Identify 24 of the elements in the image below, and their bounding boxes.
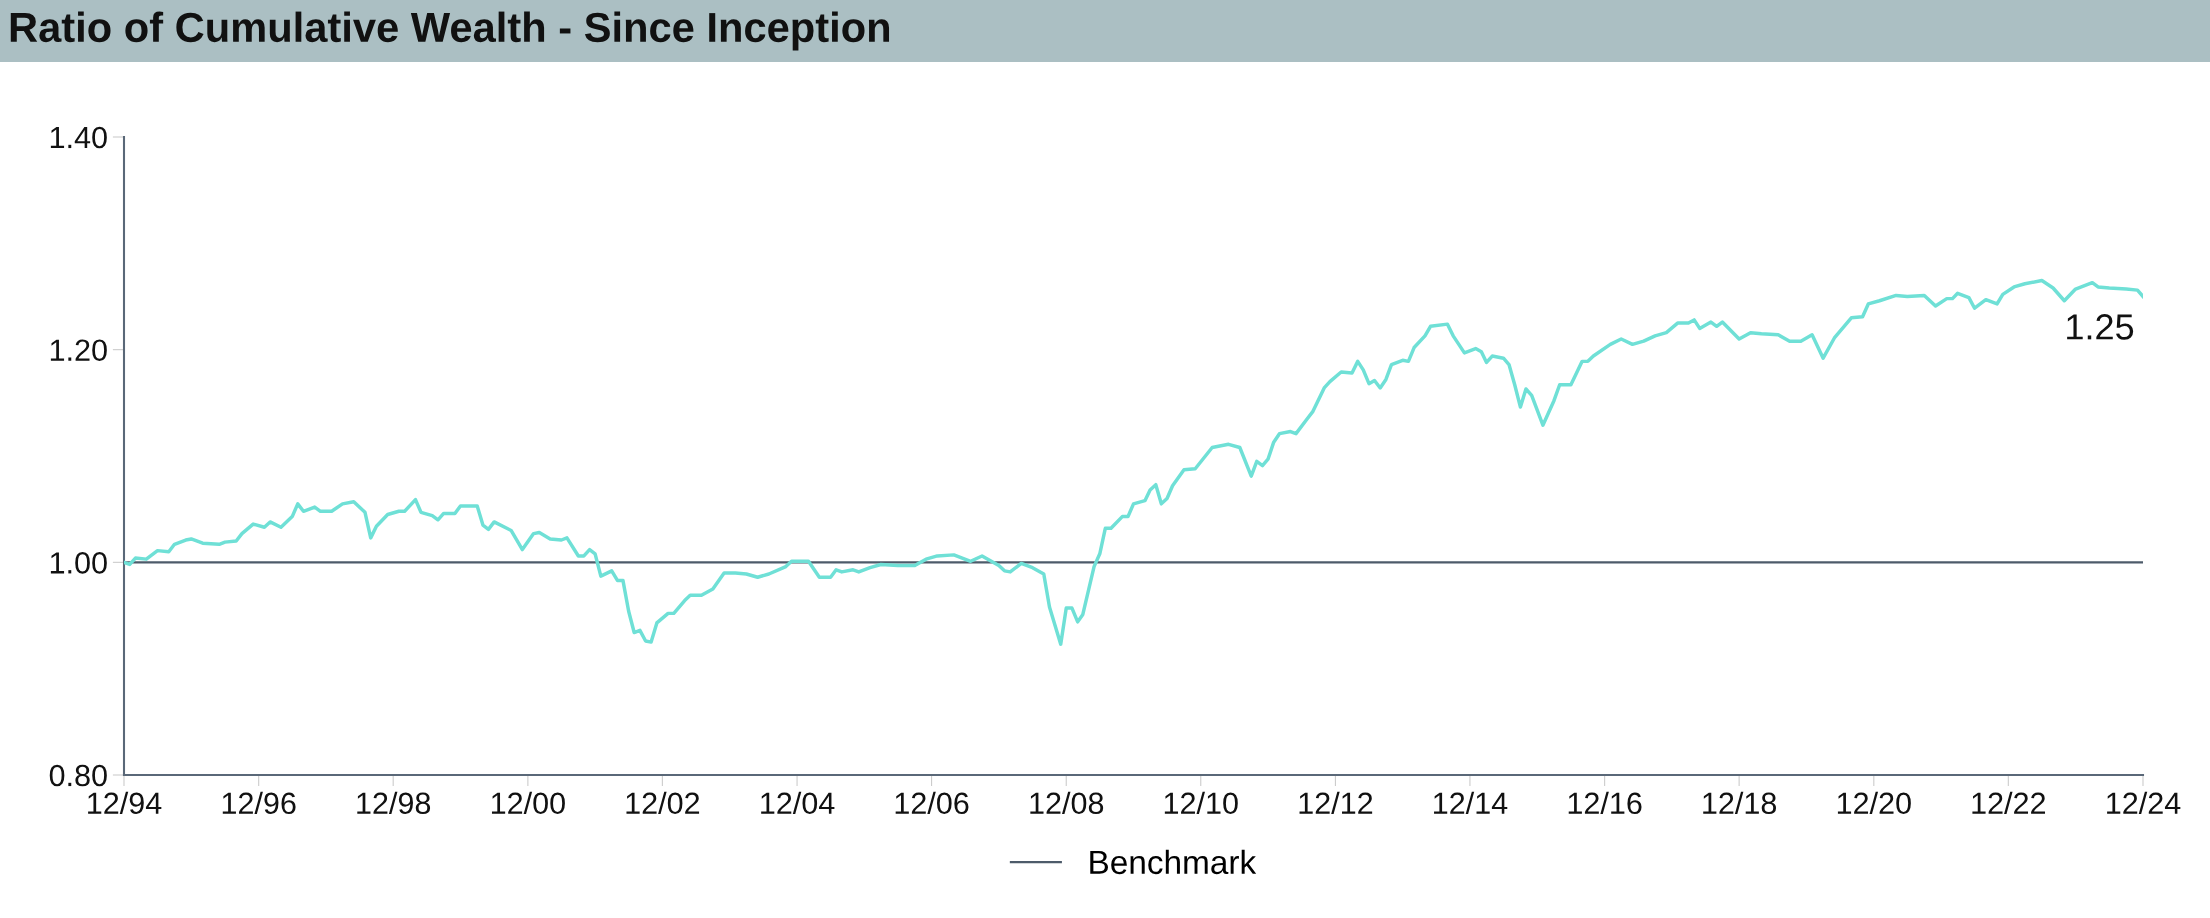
annotation: 1.25 [2067, 314, 2134, 340]
y-tick-label: 0.80 [49, 764, 107, 787]
x-tick-label: 12/24 [2107, 791, 2181, 815]
x-tick-label: 12/08 [1030, 791, 1104, 815]
legend-label: Benchmark [1090, 849, 1257, 875]
x-tick-label: 12/18 [1703, 791, 1777, 815]
x-tick-label: 12/16 [1568, 791, 1642, 815]
line-series [124, 278, 2143, 646]
y-tick-label: 1.00 [50, 552, 107, 574]
y-tick-label: 1.40 [50, 126, 107, 149]
x-tick-label: 12/10 [1164, 791, 1238, 815]
x-tick-label: 12/98 [357, 791, 431, 815]
x-tick-label: 12/12 [1299, 791, 1373, 815]
x-tick-label: 12/94 [88, 791, 162, 815]
y-tick-label: 1.20 [50, 339, 107, 362]
chart-title: Ratio of Cumulative Wealth - Since Inception [10, 11, 890, 51]
x-tick-label: 12/04 [761, 791, 835, 815]
x-tick-label: 12/00 [491, 791, 565, 815]
x-tick-label: 12/96 [222, 791, 296, 815]
x-tick-label: 12/22 [1972, 791, 2046, 815]
x-tick-label: 12/14 [1434, 791, 1508, 815]
x-tick-label: 12/06 [895, 791, 969, 815]
x-tick-label: 12/02 [626, 791, 700, 815]
x-tick-label: 12/20 [1837, 791, 1911, 815]
